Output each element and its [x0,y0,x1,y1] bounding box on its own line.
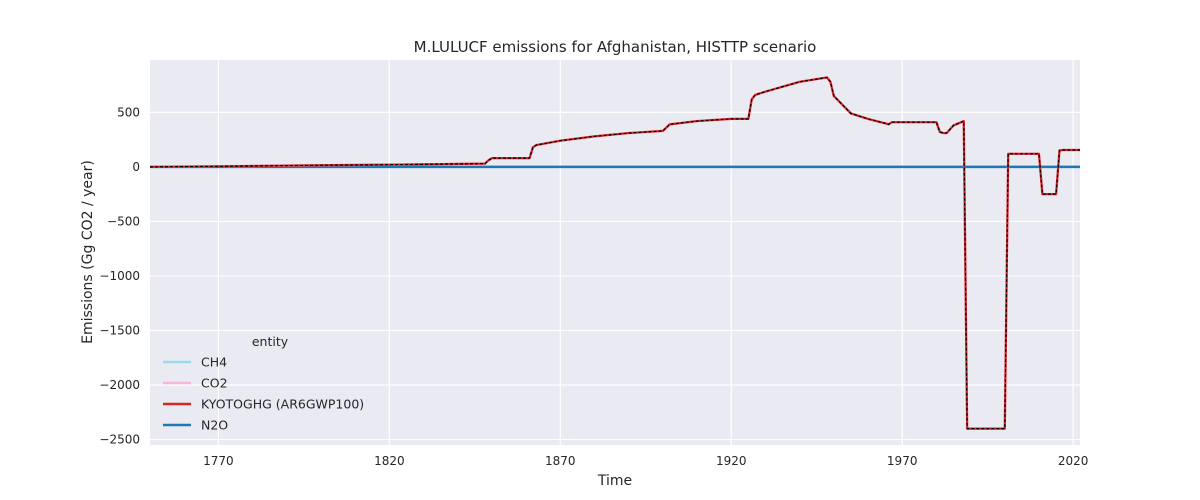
y-tick-label: −2000 [99,378,140,392]
y-tick-label: 0 [132,160,140,174]
y-tick-label: −1000 [99,269,140,283]
x-tick-label: 1970 [887,454,918,468]
x-tick-label: 1870 [545,454,576,468]
y-tick-labels: 500 0 −500 −1000 −1500 −2000 −2500 [99,105,140,446]
legend: entity CH4 CO2 KYOTOGHG (AR6GWP100) N2O [163,334,364,433]
x-tick-label: 1770 [203,454,234,468]
y-tick-label: −2500 [99,433,140,447]
legend-item: N2O [163,418,228,433]
legend-label: CO2 [201,376,228,391]
legend-items: CH4 CO2 KYOTOGHG (AR6GWP100) N2O [163,355,364,433]
y-axis-title: Emissions (Gg CO2 / year) [80,160,96,344]
legend-label: KYOTOGHG (AR6GWP100) [201,397,364,412]
y-tick-label: 500 [117,105,140,119]
legend-item: CO2 [163,376,228,391]
y-tick-label: −500 [107,214,140,228]
legend-label: CH4 [201,355,227,370]
total-overlay-line [149,76,1080,430]
total-dotted-line [149,76,1080,430]
plot-background [150,60,1080,445]
grid [150,60,1080,445]
x-tick-labels: 1770 1820 1870 1920 1970 2020 [203,454,1088,468]
legend-title: entity [252,334,289,349]
x-tick-label: 2020 [1058,454,1089,468]
legend-item: CH4 [163,355,227,370]
legend-label: N2O [201,418,228,433]
chart-title: M.LULUCF emissions for Afghanistan, HIST… [414,38,817,56]
x-axis-title: Time [597,473,632,489]
x-tick-label: 1920 [716,454,747,468]
x-tick-label: 1820 [374,454,405,468]
y-tick-label: −1500 [99,323,140,337]
legend-item: KYOTOGHG (AR6GWP100) [163,397,364,412]
